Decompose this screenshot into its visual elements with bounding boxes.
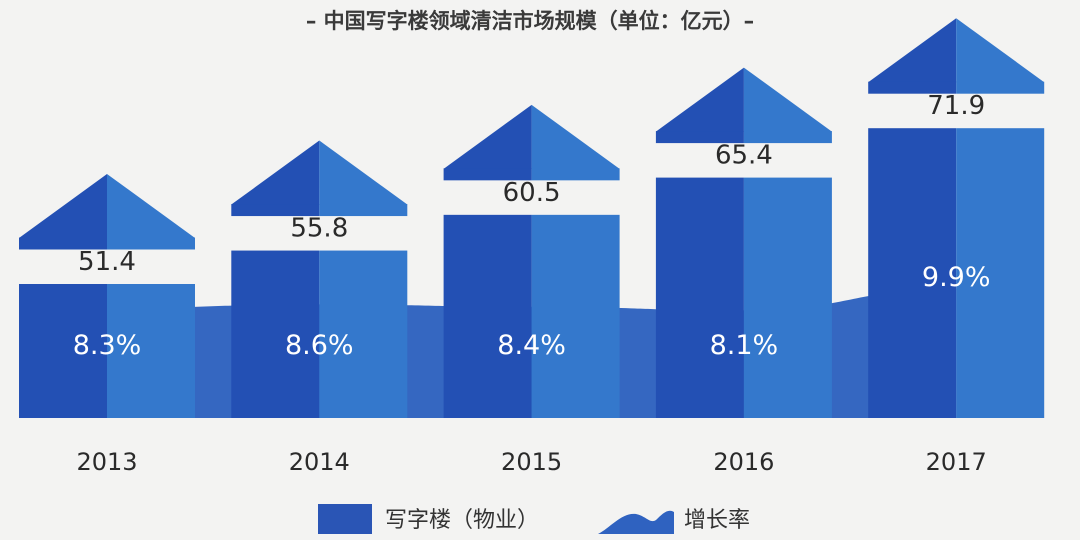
legend-area-swatch [598, 510, 674, 534]
bar-right [107, 284, 195, 418]
bar-group [655, 67, 832, 418]
bar-right [956, 128, 1045, 418]
legend-area-label: 增长率 [684, 508, 750, 533]
roof-band-right [107, 237, 195, 250]
roof-band-left [231, 204, 320, 217]
roof-right [956, 18, 1045, 83]
bar-left [443, 214, 532, 418]
roof-band-left [655, 131, 744, 144]
bar-value-label: 51.4 [78, 247, 136, 277]
bar-right [743, 177, 832, 418]
bar-value-label: 65.4 [715, 141, 773, 171]
roof-left [231, 140, 320, 205]
roof-right [743, 67, 832, 132]
roof-left [868, 18, 957, 83]
roof-band-right [531, 168, 620, 181]
roof-band-right [743, 131, 832, 144]
bar-value-label: 60.5 [503, 178, 561, 208]
legend: 写字楼（物业） 增长率 [318, 504, 750, 534]
growth-rate-label: 8.4% [497, 330, 566, 361]
bar-group [231, 140, 408, 418]
x-tick-label: 2017 [926, 448, 987, 476]
roof-left [19, 174, 107, 238]
growth-rate-label: 8.1% [710, 330, 779, 361]
x-tick-label: 2013 [76, 448, 137, 476]
bar-value-label: 55.8 [290, 214, 348, 244]
roof-right [107, 174, 195, 238]
bar-right [319, 250, 408, 418]
roof-band-left [443, 168, 532, 181]
legend-bar-label: 写字楼（物业） [385, 508, 539, 533]
bar-group [868, 18, 1045, 418]
roof-band-left [868, 81, 957, 94]
growth-rate-label: 8.3% [73, 330, 142, 361]
growth-rate-label: 9.9% [922, 262, 991, 293]
roof-left [443, 104, 532, 169]
roof-band-right [956, 81, 1045, 94]
roof-right [531, 104, 620, 169]
bar-left [231, 250, 320, 418]
bar-left [655, 177, 744, 418]
x-tick-label: 2014 [289, 448, 350, 476]
roof-band-right [319, 204, 408, 217]
bar-left [19, 284, 107, 418]
roof-left [655, 67, 744, 132]
x-tick-label: 2015 [501, 448, 562, 476]
x-tick-label: 2016 [713, 448, 774, 476]
bar-group [443, 104, 620, 418]
roof-band-left [19, 237, 107, 250]
chart-title: – 中国写字楼领域清洁市场规模（单位：亿元）– [306, 9, 754, 33]
bar-left [868, 128, 957, 418]
bar-group [19, 174, 195, 418]
bars-layer [19, 18, 1045, 418]
labels-layer: 51.4 8.3% 2013 55.8 8.6% 2014 60.5 8.4% 2015 65.4… [73, 91, 991, 476]
legend-bar-swatch [318, 504, 372, 534]
bar-value-label: 71.9 [927, 91, 985, 121]
roof-right [319, 140, 408, 205]
bar-right [531, 214, 620, 418]
growth-rate-label: 8.6% [285, 330, 354, 361]
